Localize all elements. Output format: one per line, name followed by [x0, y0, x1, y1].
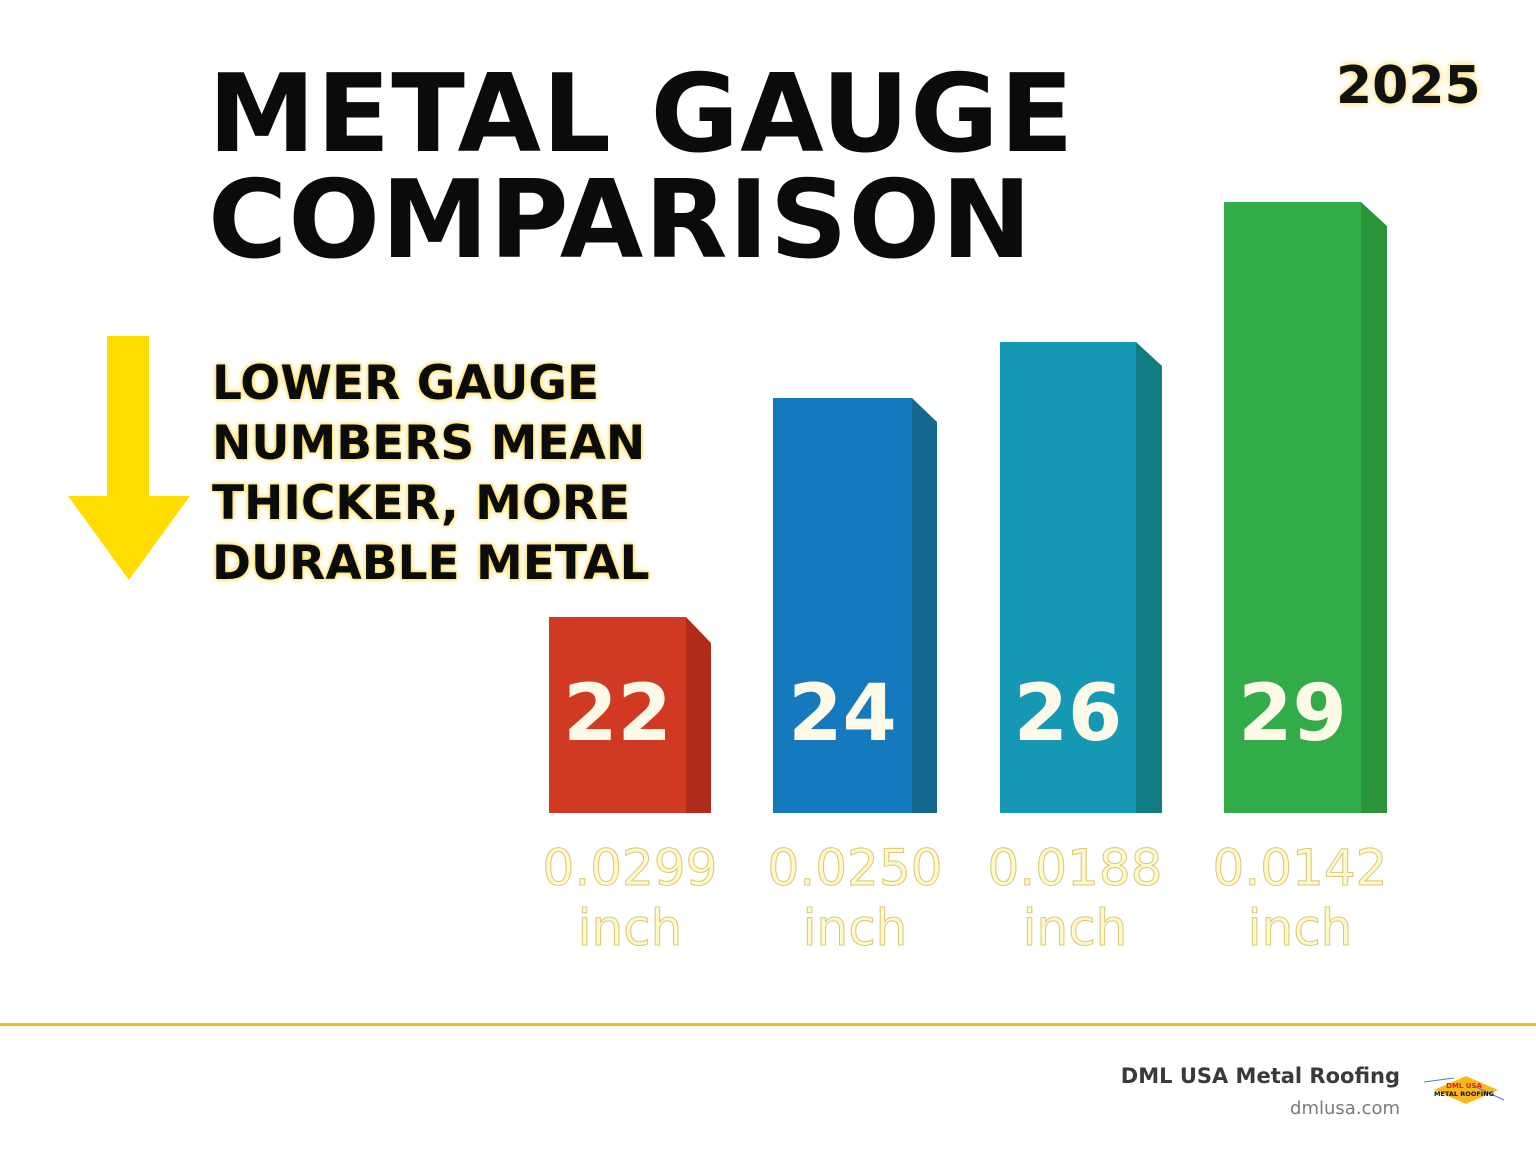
gauge-number: 26: [1013, 669, 1123, 759]
svg-text:METAL ROOFING: METAL ROOFING: [1434, 1090, 1494, 1098]
note-line: DURABLE METAL: [212, 536, 650, 591]
bar-side: [686, 617, 711, 813]
bar-side: [912, 398, 937, 813]
bar-front: [549, 617, 686, 813]
thickness-label: 0.0188 inch: [980, 838, 1170, 958]
gauge-note: LOWER GAUGE NUMBERS MEAN THICKER, MORE D…: [212, 354, 650, 594]
note-line: LOWER GAUGE: [212, 356, 600, 411]
bar-gauge-26: 26: [1000, 342, 1162, 813]
thickness-unit: inch: [577, 899, 683, 958]
svg-text:DML USA: DML USA: [1446, 1082, 1482, 1090]
bar-front: [773, 398, 912, 813]
gauge-number: 22: [563, 669, 672, 759]
company-logo-icon: DML USA METAL ROOFING: [1423, 1076, 1505, 1104]
bar-gauge-29: 29: [1224, 202, 1387, 813]
year-badge: 2025: [1336, 56, 1481, 116]
thickness-unit: inch: [802, 899, 908, 958]
gauge-number: 24: [788, 669, 897, 759]
thickness-label: 0.0142 inch: [1205, 838, 1395, 958]
bar-front: [1224, 202, 1361, 813]
title-line-1: METAL GAUGE: [208, 52, 1075, 177]
bar-gauge-24: 24: [773, 398, 937, 813]
thickness-label: 0.0250 inch: [760, 838, 950, 958]
title-line-2: COMPARISON: [208, 158, 1033, 283]
company-name: DML USA Metal Roofing: [1120, 1064, 1400, 1088]
bar-gauge-22: 22: [549, 617, 711, 813]
thickness-label: 0.0299 inch: [535, 838, 725, 958]
thickness-value: 0.0188: [987, 839, 1163, 898]
bar-side: [1136, 342, 1162, 813]
website-link[interactable]: dmlusa.com: [1290, 1098, 1400, 1119]
thickness-value: 0.0250: [767, 839, 943, 898]
thickness-value: 0.0142: [1212, 839, 1388, 898]
thickness-value: 0.0299: [542, 839, 718, 898]
down-arrow-icon: [68, 336, 190, 580]
gauge-number: 29: [1238, 669, 1347, 759]
chart-title: METAL GAUGE COMPARISON: [208, 52, 1075, 283]
note-line: NUMBERS MEAN: [212, 416, 646, 471]
note-line: THICKER, MORE: [212, 476, 631, 531]
bar-front: [1000, 342, 1136, 813]
footer-divider: [0, 1023, 1536, 1026]
thickness-unit: inch: [1022, 899, 1128, 958]
bar-side: [1361, 202, 1387, 813]
thickness-unit: inch: [1247, 899, 1353, 958]
footer-brand: DML USA Metal Roofing dmlusa.com: [1121, 1064, 1400, 1119]
